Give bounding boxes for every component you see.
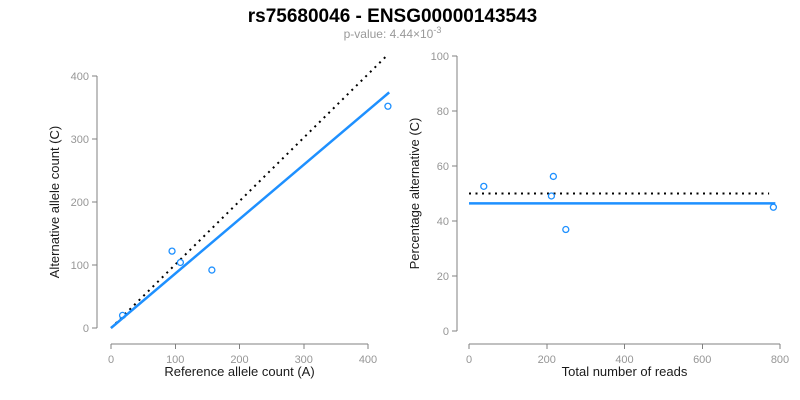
x-axis-title: Reference allele count (A) bbox=[164, 364, 314, 379]
fit-line bbox=[110, 91, 391, 329]
data-point bbox=[769, 203, 778, 211]
plot-percentage: 0 20 40 60 80 100 0 200 400 600 800 Total number of… bbox=[407, 51, 789, 379]
x-tick-label: 0 bbox=[108, 354, 114, 366]
y-tick-label: 100 bbox=[431, 51, 449, 63]
data-point bbox=[168, 247, 176, 255]
x-tick-label: 400 bbox=[359, 354, 377, 366]
x-tick-label: 600 bbox=[693, 354, 711, 366]
y-tick-label: 400 bbox=[71, 71, 89, 83]
y-tick-label: 0 bbox=[83, 323, 89, 335]
y-tick-label: 60 bbox=[437, 161, 449, 173]
y-tick-label: 20 bbox=[437, 271, 449, 283]
data-point bbox=[547, 192, 556, 200]
data-point bbox=[549, 172, 558, 181]
data-point bbox=[480, 182, 488, 191]
y-tick-label: 80 bbox=[437, 106, 449, 118]
x-tick-label: 400 bbox=[615, 354, 633, 366]
pvalue-text: p-value: 4.44×10 bbox=[343, 27, 434, 41]
x-tick-label: 0 bbox=[466, 354, 472, 366]
data-point bbox=[118, 311, 127, 320]
y-tick-label: 200 bbox=[71, 197, 89, 209]
x-tick-label: 200 bbox=[538, 354, 556, 366]
y-tick-label: 100 bbox=[71, 260, 89, 272]
y-tick-label: 300 bbox=[71, 134, 89, 146]
x-tick-label: 300 bbox=[295, 354, 313, 366]
x-tick-label: 200 bbox=[230, 354, 248, 366]
plot-allele-counts: 0 100 200 300 400 0 100 200 300 400 Reference alle… bbox=[47, 55, 392, 379]
y-axis-title: Alternative allele count (C) bbox=[47, 126, 62, 278]
y-tick-label: 40 bbox=[437, 216, 449, 228]
data-point bbox=[208, 266, 216, 274]
y-axis-title: Percentage alternative (C) bbox=[407, 118, 422, 270]
x-axis-title: Total number of reads bbox=[562, 364, 688, 379]
figure-title: rs75680046 - ENSG00000143543 bbox=[247, 6, 538, 27]
x-tick-label: 100 bbox=[166, 354, 184, 366]
x-tick-label: 800 bbox=[771, 354, 789, 366]
data-point bbox=[384, 102, 392, 110]
figure-subtitle: p-value: 4.44×10-3 bbox=[0, 25, 785, 41]
y-tick-label: 0 bbox=[443, 326, 449, 338]
pvalue-exponent: -3 bbox=[433, 25, 442, 35]
identity-line bbox=[110, 55, 388, 329]
data-point bbox=[176, 258, 185, 267]
data-point bbox=[562, 225, 570, 234]
